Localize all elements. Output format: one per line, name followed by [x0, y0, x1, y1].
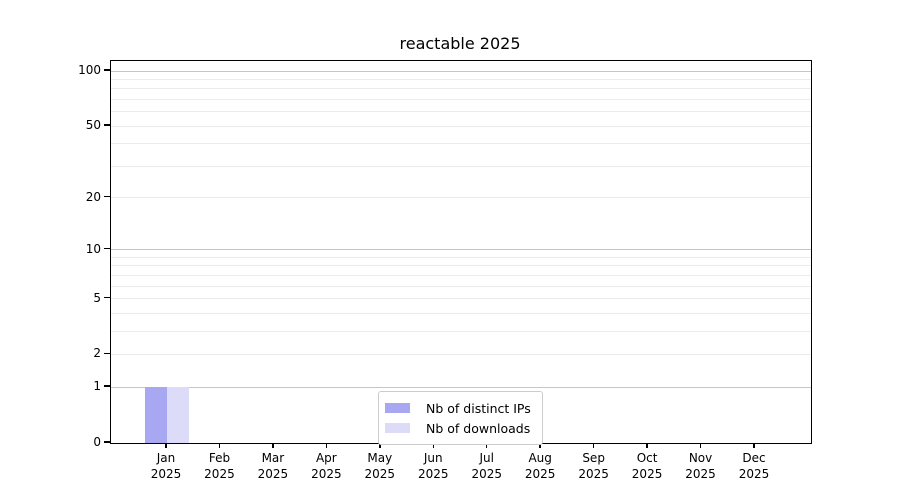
bar-jan-downloads	[167, 387, 189, 443]
x-tick-mark	[699, 443, 702, 448]
legend-swatch-downloads-icon	[385, 423, 410, 433]
y-tick-mark	[104, 296, 110, 299]
minor-gridline	[111, 143, 811, 145]
minor-gridline	[111, 312, 811, 314]
x-tick-label: Aug 2025	[524, 451, 556, 481]
x-tick-mark	[165, 443, 167, 448]
x-tick-mark	[432, 443, 435, 448]
x-tick-mark	[485, 443, 488, 448]
y-tick-label: 5	[93, 290, 101, 305]
x-tick-label: Jan 2025	[150, 451, 182, 481]
minor-gridline	[111, 111, 811, 113]
legend-swatch-distinct-ips-icon	[385, 403, 410, 413]
minor-gridline	[111, 78, 811, 80]
minor-gridline	[111, 265, 811, 267]
x-tick-mark	[325, 443, 328, 448]
minor-gridline	[111, 256, 811, 258]
y-tick-mark	[104, 352, 110, 355]
x-tick-label: Jun 2025	[417, 451, 449, 481]
minor-gridline	[111, 197, 811, 199]
x-tick-label: Nov 2025	[685, 451, 716, 481]
minor-gridline	[111, 285, 811, 287]
minor-gridline	[111, 88, 811, 90]
x-tick-label: Mar 2025	[257, 451, 289, 481]
y-tick-label: 50	[85, 118, 101, 133]
major-gridline	[111, 249, 811, 251]
y-tick-mark	[104, 195, 110, 198]
minor-gridline	[111, 98, 811, 100]
y-tick-mark	[104, 124, 110, 126]
legend-item-downloads: Nb of downloads	[385, 418, 531, 438]
y-tick-label: 1	[93, 379, 101, 394]
y-tick-label: 20	[85, 189, 101, 204]
legend-item-distinct-ips: Nb of distinct IPs	[385, 398, 531, 418]
y-tick-label: 100	[78, 63, 101, 77]
y-tick-mark	[104, 441, 110, 443]
x-tick-label: Dec 2025	[738, 451, 770, 481]
legend-label-distinct-ips: Nb of distinct IPs	[426, 400, 531, 416]
x-tick-mark	[218, 443, 221, 448]
plot-area: Nb of distinct IPs Nb of downloads	[110, 60, 812, 445]
x-tick-label: Feb 2025	[204, 451, 235, 481]
x-tick-mark	[272, 443, 274, 448]
minor-gridline	[111, 330, 811, 332]
legend: Nb of distinct IPs Nb of downloads	[378, 391, 543, 445]
minor-gridline	[111, 125, 811, 127]
x-tick-mark	[379, 443, 381, 448]
y-tick-mark	[104, 69, 110, 71]
minor-gridline	[111, 298, 811, 300]
x-tick-mark	[539, 443, 541, 448]
minor-gridline	[111, 353, 811, 355]
x-tick-mark	[646, 443, 648, 448]
y-tick-mark	[104, 247, 110, 250]
x-tick-label: Oct 2025	[631, 451, 663, 481]
x-tick-label: Apr 2025	[311, 451, 342, 481]
x-tick-label: Jul 2025	[471, 451, 502, 481]
bar-jan-distinct-ips	[145, 387, 167, 443]
major-gridline	[111, 386, 811, 388]
x-tick-mark	[753, 443, 755, 448]
major-gridline	[111, 70, 811, 72]
x-tick-label: May 2025	[364, 451, 396, 481]
y-tick-label: 10	[85, 241, 101, 256]
y-tick-label: 0	[93, 435, 101, 449]
chart-title: reactable 2025	[399, 34, 521, 53]
legend-label-downloads: Nb of downloads	[426, 420, 531, 436]
x-tick-label: Sep 2025	[578, 451, 609, 481]
minor-gridline	[111, 274, 811, 276]
minor-gridline	[111, 165, 811, 167]
x-tick-mark	[592, 443, 595, 448]
y-tick-label: 2	[93, 346, 101, 361]
y-tick-mark	[104, 385, 110, 387]
